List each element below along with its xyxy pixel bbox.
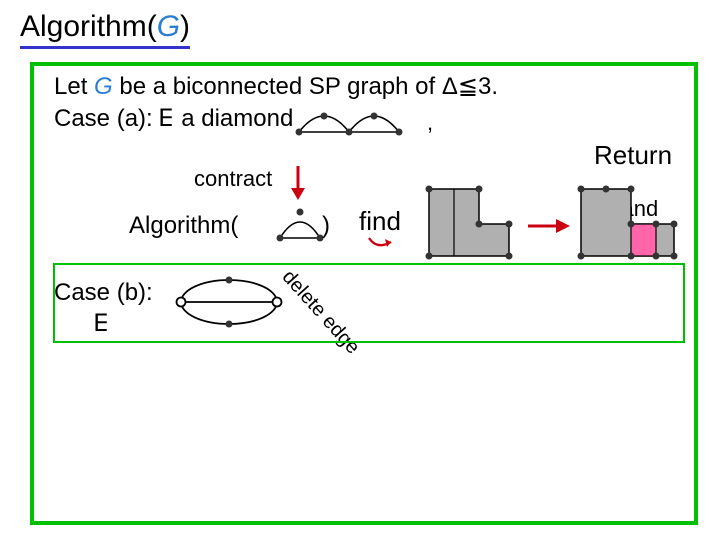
l-shape-left — [424, 184, 514, 264]
expand-arrow-icon — [526, 216, 574, 236]
l-shape-right — [576, 184, 681, 264]
case-b-graph — [169, 272, 289, 334]
title-prefix: Algorithm( — [20, 10, 157, 43]
title-suffix: ) — [180, 10, 190, 43]
title-G: G — [157, 10, 180, 43]
algo-close: ) — [322, 212, 330, 240]
algo-arg-graph — [270, 198, 330, 254]
slide-title: Algorithm(G) — [20, 10, 190, 49]
algorithm-body-box: Let G be a biconnected SP graph of Δ≦3. … — [30, 62, 698, 525]
diamond-mini-graph — [284, 94, 404, 144]
